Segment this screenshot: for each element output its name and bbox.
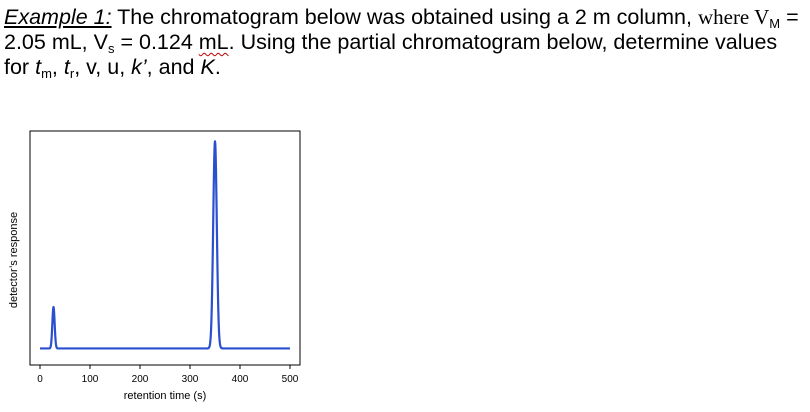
var-t-r: t <box>63 55 70 79</box>
problem-text-1: The chromatogram below was obtained usin… <box>111 5 698 29</box>
var-k-prime: k’ <box>131 55 147 79</box>
plot-frame <box>29 130 301 366</box>
x-axis-label: retention time (s) <box>124 390 207 402</box>
problem-text-where: where V <box>697 5 770 29</box>
var-t-m: t <box>35 55 42 79</box>
spellcheck-word-ml: mL <box>198 30 229 54</box>
problem-statement: Example 1: The chromatogram below was ob… <box>4 5 804 80</box>
chromatogram-chart: 0 100 200 300 400 500 retention time (s) dete… <box>8 130 301 402</box>
problem-text-2: = 2.05 mL, V <box>4 5 799 54</box>
problem-text-3: = 0.124 <box>114 30 199 54</box>
x-tick-label: 400 <box>232 374 249 385</box>
subscript-s: s <box>107 41 115 56</box>
subscript-M: M <box>769 16 781 31</box>
separator: , <box>51 55 64 79</box>
x-tick-label: 0 <box>37 374 43 385</box>
problem-text-5: , v, u, <box>74 55 132 79</box>
problem-text-6: , and <box>146 55 201 79</box>
x-axis: 0 100 200 300 400 500 <box>37 365 299 385</box>
x-tick-label: 200 <box>132 374 149 385</box>
x-tick-label: 300 <box>182 374 199 385</box>
chromatogram-trace <box>39 140 291 350</box>
problem-text-7: . <box>214 55 221 79</box>
subscript-r: r <box>69 66 75 81</box>
y-axis-label: detector’s response <box>8 212 20 308</box>
x-tick-label: 500 <box>282 374 299 385</box>
problem-text-4: . Using the partial chromatogram below, … <box>4 30 778 79</box>
x-tick-label: 100 <box>82 374 99 385</box>
subscript-m: m <box>41 66 52 81</box>
example-label: Example 1: <box>4 5 112 29</box>
var-K: K <box>200 55 215 79</box>
